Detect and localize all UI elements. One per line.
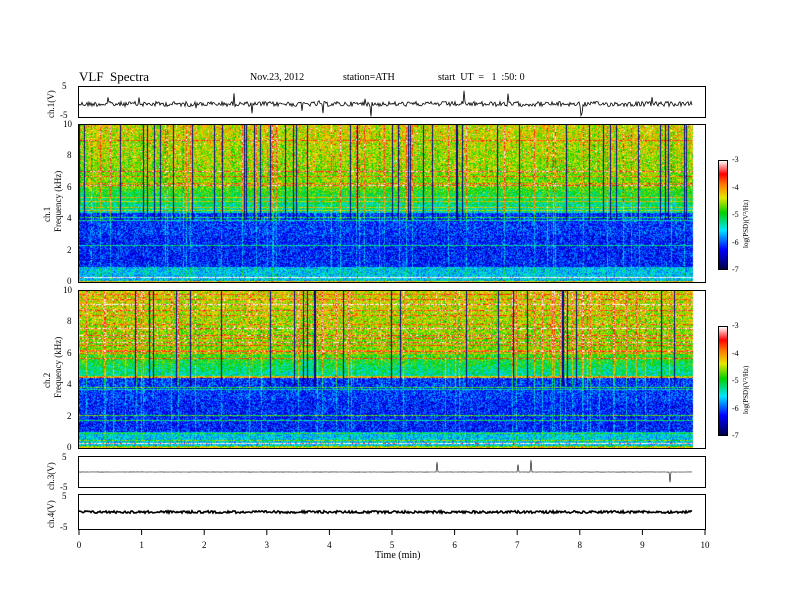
spec-ytick-label: 10: [63, 285, 72, 295]
start-time-label: start UT = 1 :50: 0: [438, 72, 525, 83]
waveform-trace: [79, 508, 693, 516]
spec-ytick-label: 10: [63, 119, 72, 129]
x-tick-label: 2: [201, 540, 207, 550]
ch2-spectrogram: [79, 291, 705, 448]
ch1-waveform: [79, 90, 693, 117]
x-tick-label: 4: [327, 540, 332, 550]
x-axis-ticks: [78, 530, 706, 535]
spec-ytick-label: 2: [67, 244, 72, 255]
ch3-ytick-bottom: -5: [60, 482, 68, 492]
ch1-spectrogram-panel: [78, 124, 706, 283]
colorbar-tick-label: -3: [732, 321, 739, 330]
colorbar-tick-label: -5: [732, 210, 739, 219]
colorbar-tick-label: -6: [732, 403, 739, 413]
ch1-spectrogram: [79, 125, 705, 282]
waveform-trace: [79, 90, 693, 117]
spec-ytick-label: 0: [67, 442, 72, 452]
ch1-spec-ylabel-freq: Frequency (kHz): [53, 170, 63, 232]
spec-ytick-label: 0: [67, 276, 72, 286]
ch4-panel: [78, 494, 706, 530]
ch2-colorbar: [718, 326, 728, 436]
ch1-colorbar-title: log(PSD)(V²/Hz): [742, 199, 750, 248]
x-tick-label: 8: [577, 540, 583, 550]
colorbar-tick-label: -5: [732, 376, 739, 385]
ch4-ytick-bottom: -5: [60, 522, 68, 532]
ch1-ytick-bottom: -5: [60, 110, 68, 120]
date-label: Nov.23, 2012: [250, 72, 305, 83]
chart-title: VLF Spectra: [79, 69, 150, 84]
spec-ytick-label: 4: [67, 379, 72, 390]
ch1-spec-ylabel-channel: ch.1: [42, 206, 52, 222]
ch2-colorbar-title: log(PSD)(V²/Hz): [742, 365, 750, 414]
ch4-waveform: [79, 508, 693, 516]
spec-ytick-label: 8: [67, 150, 72, 161]
ch1-ytick-top: 5: [62, 81, 67, 91]
ch2-spec-ylabel-channel: ch.2: [42, 372, 52, 388]
colorbar-tick-label: -4: [732, 182, 739, 192]
ch1-waveform-panel: [78, 86, 706, 118]
x-tick-label: 3: [264, 540, 270, 550]
x-tick-label: 7: [514, 540, 520, 550]
x-tick-label: 1: [139, 540, 144, 550]
colorbar-tick-label: -4: [732, 348, 739, 358]
spec-ytick-label: 6: [67, 181, 72, 192]
x-axis-label: Time (min): [375, 550, 421, 561]
x-tick-label: 0: [76, 540, 82, 550]
ch3-panel: [78, 456, 706, 488]
station-label: station=ATH: [343, 72, 395, 83]
colorbar-tick-label: -7: [732, 265, 739, 274]
ch4-ytick-top: 5: [62, 491, 67, 501]
ch1-colorbar: [718, 160, 728, 270]
x-tick-label: 10: [700, 540, 710, 550]
colorbar-tick-label: -6: [732, 237, 739, 247]
spec-ytick-label: 6: [67, 347, 72, 358]
colorbar-tick-label: -7: [732, 431, 739, 440]
ch1-ylabel: ch.1(V): [46, 90, 56, 118]
ch3-ytick-top: 5: [62, 452, 67, 462]
x-tick-label: 5: [389, 540, 395, 550]
spec-ytick-label: 8: [67, 316, 72, 327]
ch3-ylabel: ch.3(V): [46, 462, 56, 490]
ch2-spectrogram-panel: [78, 290, 706, 449]
x-tick-label: 6: [452, 540, 457, 550]
ch4-ylabel: ch.4(V): [46, 500, 56, 528]
spec-ytick-label: 2: [67, 410, 72, 421]
colorbar-tick-label: -3: [732, 155, 739, 164]
ch2-spec-ylabel-freq: Frequency (kHz): [53, 336, 63, 398]
ch3-waveform: [79, 460, 693, 483]
spec-ytick-label: 4: [67, 213, 72, 224]
waveform-trace: [79, 460, 693, 483]
x-tick-label: 9: [640, 540, 645, 550]
